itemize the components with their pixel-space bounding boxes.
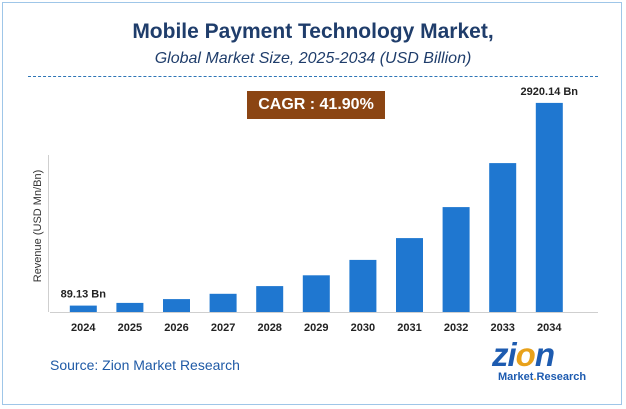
x-tick-label-2034: 2034 xyxy=(537,322,562,334)
source-text: Source: Zion Market Research xyxy=(50,357,240,373)
chart-title: Mobile Payment Technology Market, xyxy=(132,20,494,43)
bar-2032 xyxy=(442,207,470,312)
logo-word-o: o xyxy=(515,336,536,373)
title-divider xyxy=(28,76,598,77)
logo-subtitle: Market.Research xyxy=(498,371,586,383)
data-label-2024: 89.13 Bn xyxy=(61,289,107,301)
bar-2031 xyxy=(396,238,423,312)
bar-2029 xyxy=(302,275,330,312)
x-tick-label-2028: 2028 xyxy=(257,322,281,334)
data-label-2034: 2920.14 Bn xyxy=(521,86,579,98)
logo-word-b: n xyxy=(534,336,555,373)
bar-2028 xyxy=(256,286,284,312)
logo-word-a: zi xyxy=(492,336,517,373)
x-tick-label-2026: 2026 xyxy=(164,322,188,334)
bar-2025 xyxy=(116,302,144,312)
x-tick-label-2025: 2025 xyxy=(118,322,142,334)
chart-frame xyxy=(2,2,622,405)
y-axis-line xyxy=(48,155,49,312)
cagr-badge: CAGR : 41.90% xyxy=(247,91,385,119)
logo-sub-dot: . xyxy=(533,371,537,383)
x-tick-label-2029: 2029 xyxy=(304,322,328,334)
bar-2027 xyxy=(209,293,237,312)
x-tick-label-2032: 2032 xyxy=(444,322,468,334)
bar-2030 xyxy=(349,259,377,312)
bar-2024 xyxy=(69,305,97,312)
bar-2033 xyxy=(489,163,517,312)
chart-subtitle: Global Market Size, 2025-2034 (USD Billi… xyxy=(154,50,472,67)
x-tick-label-2033: 2033 xyxy=(490,322,514,334)
x-tick-label-2024: 2024 xyxy=(71,322,96,334)
x-tick-label-2030: 2030 xyxy=(351,322,375,334)
logo-wordmark: zion xyxy=(492,336,555,373)
logo-sub-b: Research xyxy=(536,371,587,383)
x-tick-label-2027: 2027 xyxy=(211,322,235,334)
bar-2034 xyxy=(535,102,563,313)
logo-sub-a: Market xyxy=(498,371,534,383)
bar-2026 xyxy=(163,299,190,312)
x-tick-label-2031: 2031 xyxy=(397,322,421,334)
zion-logo: zion Market.Research xyxy=(492,336,586,386)
